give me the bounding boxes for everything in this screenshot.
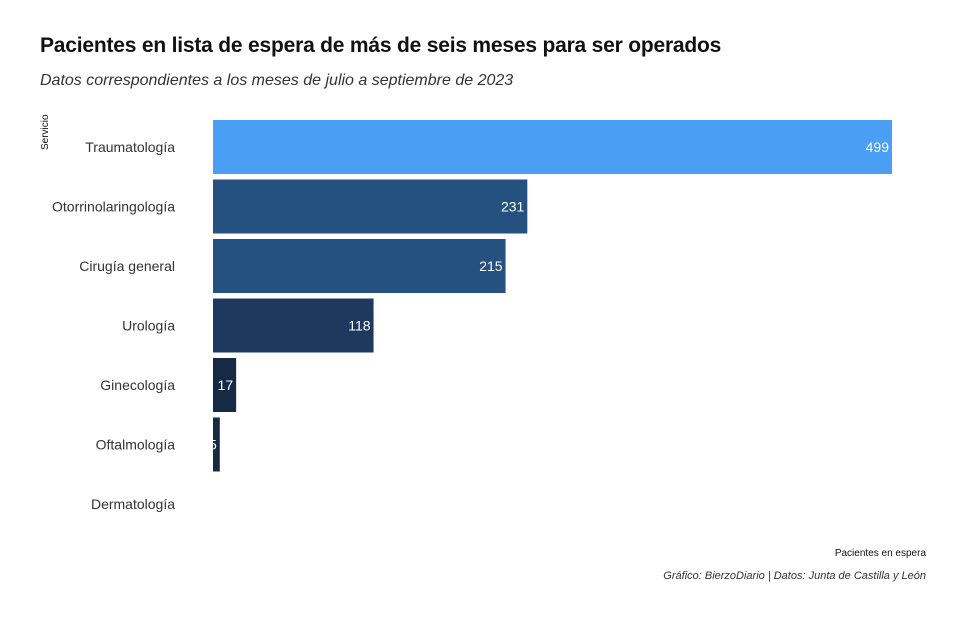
bar bbox=[213, 239, 506, 293]
category-label: Ginecología bbox=[100, 377, 175, 393]
bar bbox=[213, 120, 892, 174]
category-label: Cirugía general bbox=[79, 258, 175, 274]
category-label: Otorrinolaringología bbox=[52, 199, 175, 215]
bar bbox=[213, 179, 528, 234]
value-label: 231 bbox=[501, 199, 525, 215]
category-label: Urología bbox=[122, 318, 175, 334]
category-label: Traumatología bbox=[85, 139, 175, 155]
chart-subtitle: Datos correspondientes a los meses de ju… bbox=[40, 72, 514, 89]
bar bbox=[213, 417, 220, 472]
bars-group bbox=[213, 120, 892, 472]
value-label: 215 bbox=[479, 258, 503, 274]
y-axis-label: Servicio bbox=[40, 114, 51, 150]
value-label: 118 bbox=[348, 318, 371, 334]
value-label: 17 bbox=[218, 377, 234, 393]
bar bbox=[213, 298, 374, 353]
bar bbox=[213, 358, 237, 412]
category-label: Dermatología bbox=[91, 496, 175, 512]
x-axis-label: Pacientes en espera bbox=[835, 548, 927, 559]
value-label: 5 bbox=[209, 437, 217, 453]
value-labels-group: 499 231 215 118 17 5 bbox=[209, 139, 889, 453]
chart-caption: Gráfico: BierzoDiario | Datos: Junta de … bbox=[663, 570, 926, 582]
value-label: 499 bbox=[866, 139, 890, 155]
chart-title: Pacientes en lista de espera de más de s… bbox=[40, 34, 722, 57]
category-label: Oftalmología bbox=[96, 437, 176, 453]
category-labels-group: Traumatología Otorrinolaringología Cirugía… bbox=[52, 139, 175, 512]
